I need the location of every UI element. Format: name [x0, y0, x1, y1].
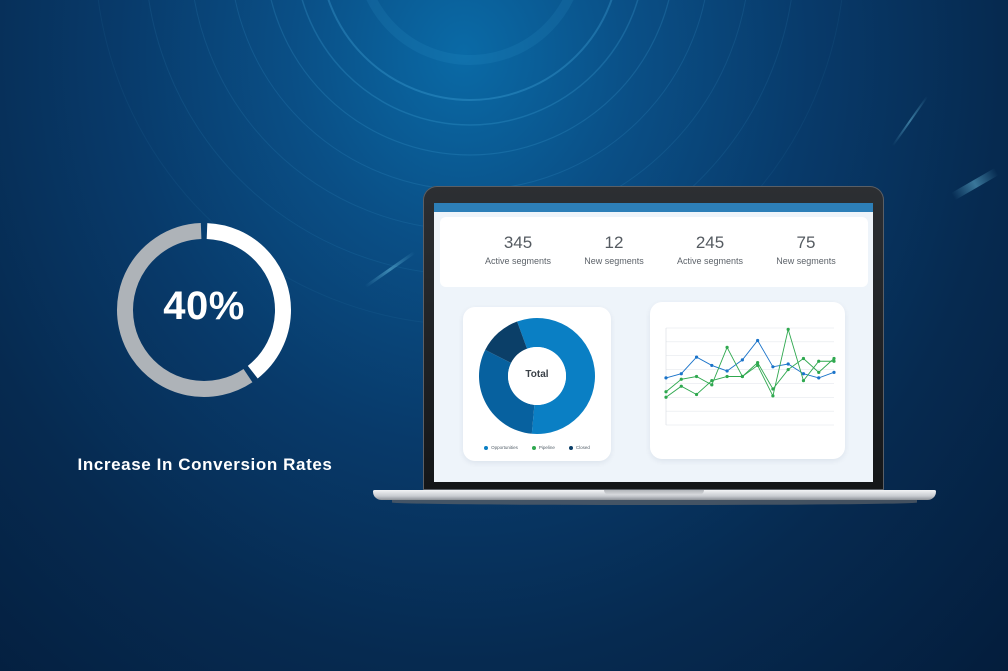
data-point [771, 387, 775, 391]
legend-dot [568, 445, 573, 450]
kpi-value: 75 [796, 233, 816, 252]
donut-chart [479, 318, 595, 434]
donut-slice-opportunities [517, 318, 595, 434]
conversion-percent: 40% [163, 284, 245, 328]
data-point [710, 383, 714, 387]
kpi-active-segments-1: 345 Active segments [468, 233, 568, 266]
data-point [771, 365, 775, 369]
donut-slice-pipeline [479, 349, 535, 434]
legend-label: Closed [575, 445, 590, 450]
laptop-shadow [392, 500, 917, 505]
data-point [694, 392, 699, 397]
data-point [694, 374, 699, 379]
series-line-1 [665, 339, 835, 379]
series-line-2 [665, 327, 834, 398]
data-point [771, 394, 775, 398]
data-point [817, 370, 821, 374]
data-point [694, 355, 699, 359]
data-point [679, 372, 683, 376]
data-point [725, 374, 729, 379]
data-point [817, 359, 821, 363]
data-point [740, 374, 744, 379]
data-point [710, 379, 714, 383]
data-point [801, 379, 806, 383]
kpi-active-segments-2: 245 Active segments [660, 233, 760, 266]
data-point [817, 376, 821, 380]
stat-caption: Increase In Conversion Rates [77, 455, 333, 474]
ring-fill [117, 223, 291, 397]
kpi-label: Active segments [676, 256, 744, 266]
data-point [664, 390, 668, 394]
data-point [679, 384, 683, 388]
data-point [740, 358, 744, 362]
data-point [801, 356, 806, 361]
line-chart [664, 327, 836, 426]
data-point [725, 369, 729, 373]
kpi-value: 12 [604, 233, 624, 252]
data-point [725, 345, 729, 349]
legend-item-opportunities: Opportunities [484, 445, 518, 450]
legend-dot [484, 445, 489, 450]
data-point [832, 359, 836, 363]
data-point [664, 395, 668, 399]
kpi-value: 245 [695, 233, 725, 252]
data-point [786, 362, 790, 366]
legend-item-pipeline: Pipeline [531, 445, 555, 450]
donut-center-label: Total [525, 369, 549, 380]
ring-track [117, 223, 291, 397]
kpi-label: Active segments [484, 256, 552, 266]
data-point [832, 370, 836, 374]
donut-legend: Opportunities Pipeline Closed [463, 445, 611, 450]
kpi-new-segments-2: 75 New segments [756, 233, 856, 266]
legend-dot [531, 445, 536, 450]
legend-label: Pipeline [538, 445, 555, 450]
kpi-new-segments-1: 12 New segments [564, 233, 664, 266]
line-chart-card [650, 302, 845, 459]
donut-chart-card: Total Opportunities Pipeline Closed [463, 307, 611, 461]
data-point [832, 356, 836, 361]
data-point [801, 372, 806, 376]
laptop-base [373, 490, 936, 500]
donut-slice-closed [485, 321, 528, 363]
donut-hole [508, 347, 566, 405]
data-point [756, 338, 760, 343]
data-point [756, 361, 760, 365]
legend-label: Opportunities [491, 445, 518, 450]
laptop-screen: 345 Active segments 12 New segments 245 … [434, 203, 873, 482]
kpi-label: New segments [776, 256, 836, 266]
data-point [679, 377, 683, 381]
kpi-value: 345 [503, 233, 533, 252]
conversion-progress-ring [117, 223, 291, 397]
data-point [664, 376, 668, 380]
laptop-trackpad-notch [604, 490, 704, 495]
data-point [786, 367, 790, 372]
series-line-3 [665, 357, 835, 398]
data-point [786, 327, 790, 331]
legend-item-closed: Closed [568, 445, 590, 450]
kpi-label: New segments [584, 256, 644, 266]
dashboard-header-bar [434, 203, 873, 212]
data-point [710, 363, 714, 368]
kpi-card: 345 Active segments 12 New segments 245 … [440, 217, 868, 287]
